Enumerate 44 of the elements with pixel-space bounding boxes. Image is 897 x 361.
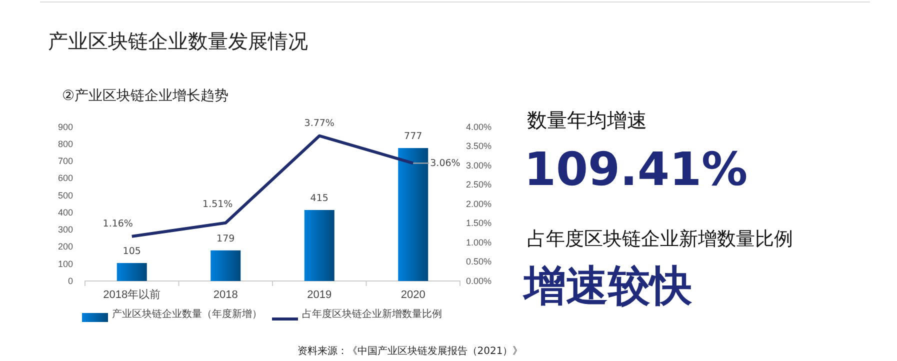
- y-tick-label: 900: [58, 122, 73, 132]
- y2-tick-label: 2.00%: [466, 198, 492, 209]
- chart-subtitle: ②产业区块链企业增长趋势: [62, 88, 229, 104]
- x-tick-label: 2018: [213, 288, 238, 301]
- text: 占年度区块链企业新增数量比例: [527, 228, 793, 250]
- y2-tick-label: 1.50%: [466, 218, 492, 228]
- text: 资料来源：《中国产业区块链发展报告（2021）》: [297, 345, 523, 357]
- bar: [304, 210, 334, 281]
- bar: [398, 148, 428, 281]
- y-tick-label: 600: [58, 173, 73, 184]
- y2-tick-label: 0.50%: [466, 256, 492, 267]
- y2-tick-label: 1.00%: [466, 237, 492, 248]
- text: 109.41%: [524, 142, 748, 196]
- legend-label: 占年度区块链企业新增数量比例: [302, 308, 442, 320]
- y2-tick-label: 3.00%: [466, 160, 492, 170]
- y-tick-label: 500: [58, 190, 73, 200]
- data-label: 777: [404, 131, 422, 142]
- x-tick-label: 2020: [400, 288, 426, 301]
- y-tick-label: 0: [68, 276, 73, 286]
- y-tick-label: 400: [58, 207, 73, 218]
- bar: [210, 250, 241, 281]
- data-label: 1.16%: [102, 218, 133, 230]
- y2-tick-label: 3.50%: [466, 141, 492, 152]
- data-label: 3.06%: [430, 158, 460, 170]
- data-label: 179: [216, 233, 235, 244]
- y-tick-label: 700: [58, 156, 73, 166]
- bar: [116, 263, 147, 281]
- data-label: 415: [310, 192, 328, 204]
- chart-title: 产业区块链企业数量发展情况: [48, 29, 308, 53]
- legend-label: 产业区块链企业数量（年度新增）: [112, 308, 262, 320]
- y2-tick-label: 4.00%: [466, 122, 492, 132]
- text: 数量年均增速: [527, 108, 647, 132]
- data-label: 1.51%: [202, 198, 233, 210]
- x-tick-label: 2018年以前: [103, 288, 161, 301]
- x-tick-label: 2019: [307, 288, 332, 301]
- y-tick-label: 100: [58, 258, 73, 269]
- data-label: 105: [122, 246, 141, 258]
- y-tick-label: 200: [58, 242, 73, 252]
- text: 增速较快: [522, 261, 693, 310]
- data-label: 3.77%: [304, 118, 334, 129]
- y2-tick-label: 2.50%: [466, 180, 492, 190]
- y2-tick-label: 0.00%: [466, 276, 492, 286]
- y-tick-label: 800: [58, 138, 73, 149]
- y-tick-label: 300: [58, 224, 73, 235]
